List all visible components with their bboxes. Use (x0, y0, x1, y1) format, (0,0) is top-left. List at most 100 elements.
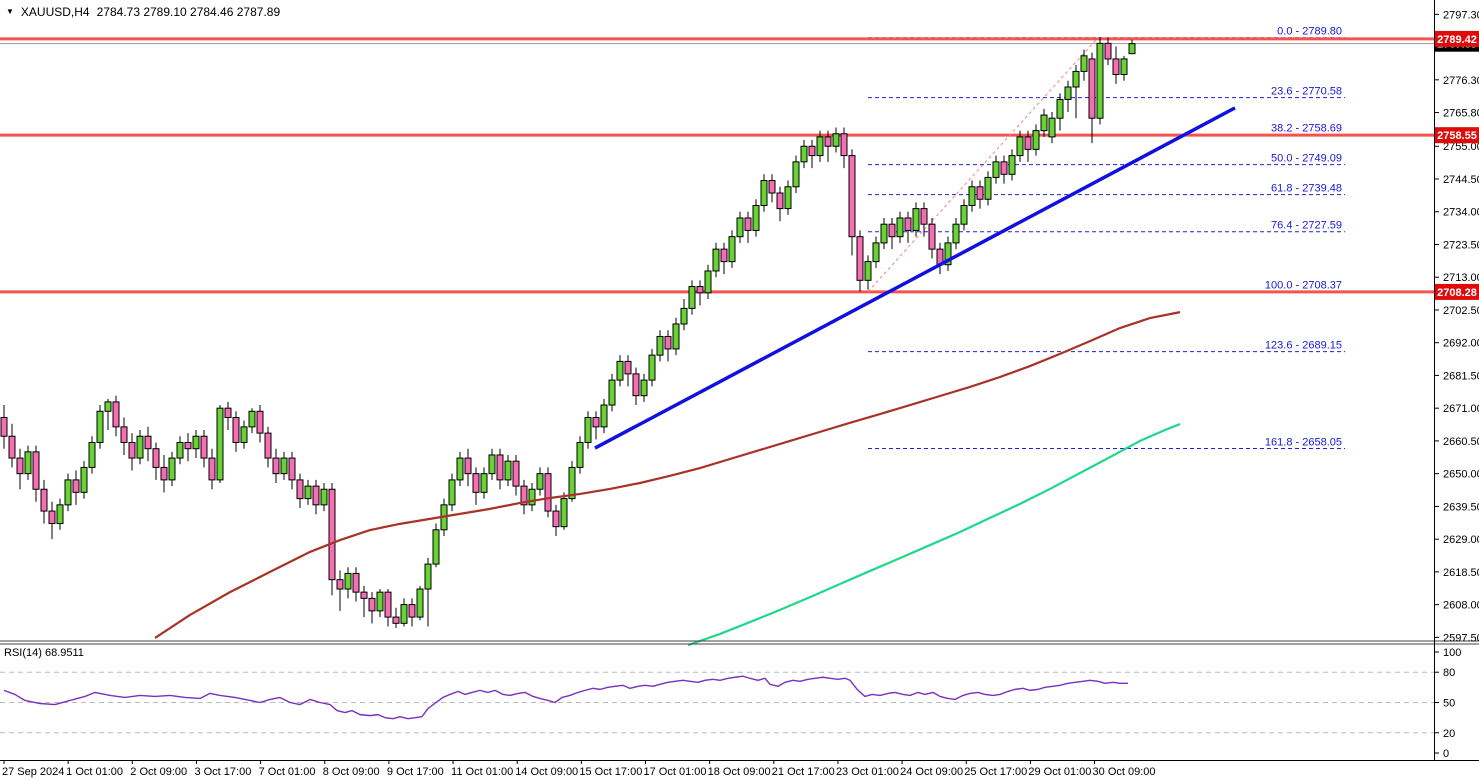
price-axis-label: 2660.50 (1443, 436, 1479, 448)
fib-level-label: 0.0 - 2789.80 (1277, 26, 1342, 38)
time-axis-label: 24 Oct 09:00 (900, 766, 963, 778)
price-axis-label: 2797.30 (1443, 9, 1479, 21)
candle (160, 454, 168, 493)
candle-body-bull (240, 426, 248, 443)
candle (96, 405, 104, 449)
candle-body-bull (1048, 117, 1056, 138)
candle-body-bull (528, 488, 536, 506)
candle (960, 199, 968, 231)
candle-body-bear (520, 485, 528, 506)
time-axis-label: 2 Oct 09:00 (130, 766, 187, 778)
fib-level-label: 23.6 - 2770.58 (1271, 86, 1342, 98)
candle-body-bull (792, 161, 800, 188)
trendline[interactable] (594, 106, 1236, 450)
candle (344, 567, 352, 599)
candle (816, 130, 824, 162)
symbol-dropdown-icon[interactable]: ▼ (6, 7, 14, 16)
rsi-axis-label: 100 (1443, 647, 1461, 659)
candle (872, 236, 880, 268)
candle (656, 330, 664, 362)
candle-body-bear (464, 457, 472, 475)
candle (696, 280, 704, 306)
candle-body-bear (1000, 161, 1008, 175)
time-axis-label: 25 Oct 17:00 (964, 766, 1027, 778)
candle-body-bear (368, 597, 376, 612)
candle (432, 523, 440, 568)
candle-body-bull (752, 204, 760, 231)
candle-body-bull (344, 572, 352, 590)
time-axis-label: 17 Oct 01:00 (644, 766, 707, 778)
candle (1120, 55, 1128, 81)
candle-body-bull (1056, 98, 1064, 119)
candle-body-bear (856, 236, 864, 281)
candle (56, 498, 64, 530)
candle-body-bear (0, 417, 8, 437)
candle (752, 199, 760, 237)
candle (224, 401, 232, 430)
candles-series (0, 37, 1136, 629)
candle (552, 504, 560, 537)
candle (528, 483, 536, 512)
candle-body-bear (848, 155, 856, 238)
candle-body-bear (72, 479, 80, 493)
candle-body-bear (496, 454, 504, 481)
candle (768, 174, 776, 203)
candle (832, 127, 840, 153)
candle-body-bull (432, 529, 440, 565)
price-tag (1435, 127, 1479, 144)
candle (784, 180, 792, 215)
time-axis-label: 21 Oct 17:00 (772, 766, 835, 778)
candle (128, 433, 136, 471)
candle-body-bull (648, 354, 656, 381)
candle-body-bear (184, 441, 192, 450)
candle (952, 217, 960, 250)
candle (360, 585, 368, 618)
candle-body-bull (656, 335, 664, 356)
candle (0, 405, 8, 449)
candle (616, 355, 624, 387)
candle (984, 171, 992, 206)
candle-body-bear (256, 410, 264, 434)
candle-body-bull (728, 236, 736, 263)
candle-body-bear (592, 417, 600, 428)
candle-body-bear (384, 591, 392, 618)
candle (1008, 149, 1016, 181)
candle-body-bear (768, 180, 776, 194)
price-axis-label: 2650.00 (1443, 469, 1479, 481)
candle (448, 473, 456, 512)
candle (648, 348, 656, 387)
candle-body-bull (816, 136, 824, 157)
candle-body-bull (104, 401, 112, 412)
candle (416, 585, 424, 621)
candle (88, 436, 96, 474)
candle (632, 367, 640, 406)
candle-body-bull (1096, 42, 1104, 119)
candle-body-bear (408, 604, 416, 618)
candle (1096, 37, 1104, 125)
candle (296, 473, 304, 508)
price-axis-label: 2629.00 (1443, 534, 1479, 546)
candle (280, 451, 288, 480)
candle (1080, 49, 1088, 81)
candle-body-bull (24, 451, 32, 475)
price-axis-label: 2681.50 (1443, 370, 1479, 382)
price-axis-label: 2765.80 (1443, 108, 1479, 120)
candle (264, 426, 272, 468)
candle-body-bull (800, 145, 808, 163)
candle (64, 473, 72, 512)
ma-green-line[interactable] (687, 423, 1181, 647)
candle (272, 448, 280, 484)
ma-brown-line[interactable] (154, 311, 1181, 639)
candle (136, 429, 144, 465)
candle-body-bear (920, 208, 928, 225)
candle-body-bull (96, 410, 104, 443)
rsi-line[interactable] (3, 675, 1128, 720)
candle (704, 264, 712, 300)
time-axis-label: 29 Oct 01:00 (1028, 766, 1091, 778)
candle-body-bear (632, 373, 640, 397)
candle-body-bull (64, 479, 72, 506)
candle-body-bull (880, 223, 888, 244)
candle-body-bull (80, 466, 88, 493)
